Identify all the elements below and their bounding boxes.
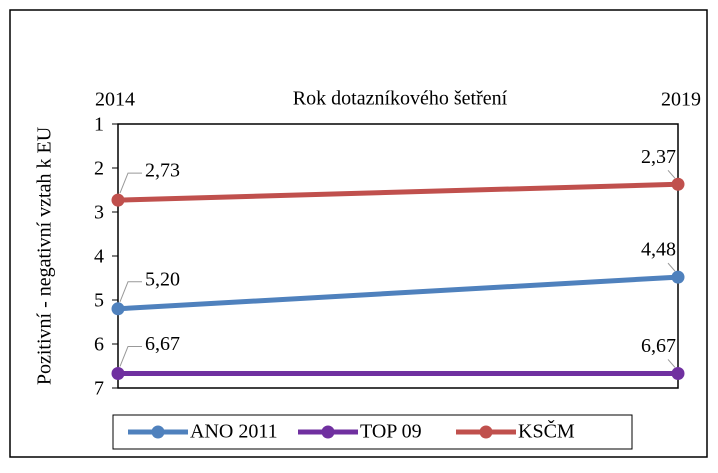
y-tick-label: 5 [94,290,104,312]
data-label: 6,67 [641,335,676,357]
data-label: 4,48 [641,239,676,261]
marker [671,366,685,380]
marker [671,177,685,191]
y-tick-label: 3 [94,202,104,224]
y-tick-label: 7 [94,378,104,400]
legend-marker [151,425,165,439]
legend-label: TOP 09 [360,421,422,443]
y-tick-label: 1 [94,114,104,136]
data-label: 6,67 [145,333,180,355]
marker [111,193,125,207]
leader-line [667,169,676,179]
x-tick-label: 2019 [661,89,701,111]
x-tick-label: 2014 [95,89,135,111]
y-tick-label: 2 [94,158,104,180]
marker [111,302,125,316]
marker [111,366,125,380]
data-label: 5,20 [145,268,180,290]
legend-marker [321,425,335,439]
y-axis-title: Pozitivní - negativní vztah k EU [34,126,56,385]
leader-line [667,359,676,368]
legend-label: KSČM [518,419,575,443]
series-line [117,181,679,203]
leader-line [119,345,142,367]
leader-line [119,281,142,302]
legend-box [112,414,633,450]
series-line [117,274,679,312]
data-label: 2,37 [641,146,676,168]
marker [671,270,685,284]
x-axis-title: Rok dotazníkového šetření [293,88,508,110]
leader-line [119,172,142,194]
data-label: 2,73 [145,160,180,182]
y-tick-label: 6 [94,334,104,356]
legend-label: ANO 2011 [190,421,278,443]
leader-line [667,262,676,272]
legend-marker [479,425,493,439]
y-tick-label: 4 [94,246,104,268]
chart-border [9,9,708,458]
